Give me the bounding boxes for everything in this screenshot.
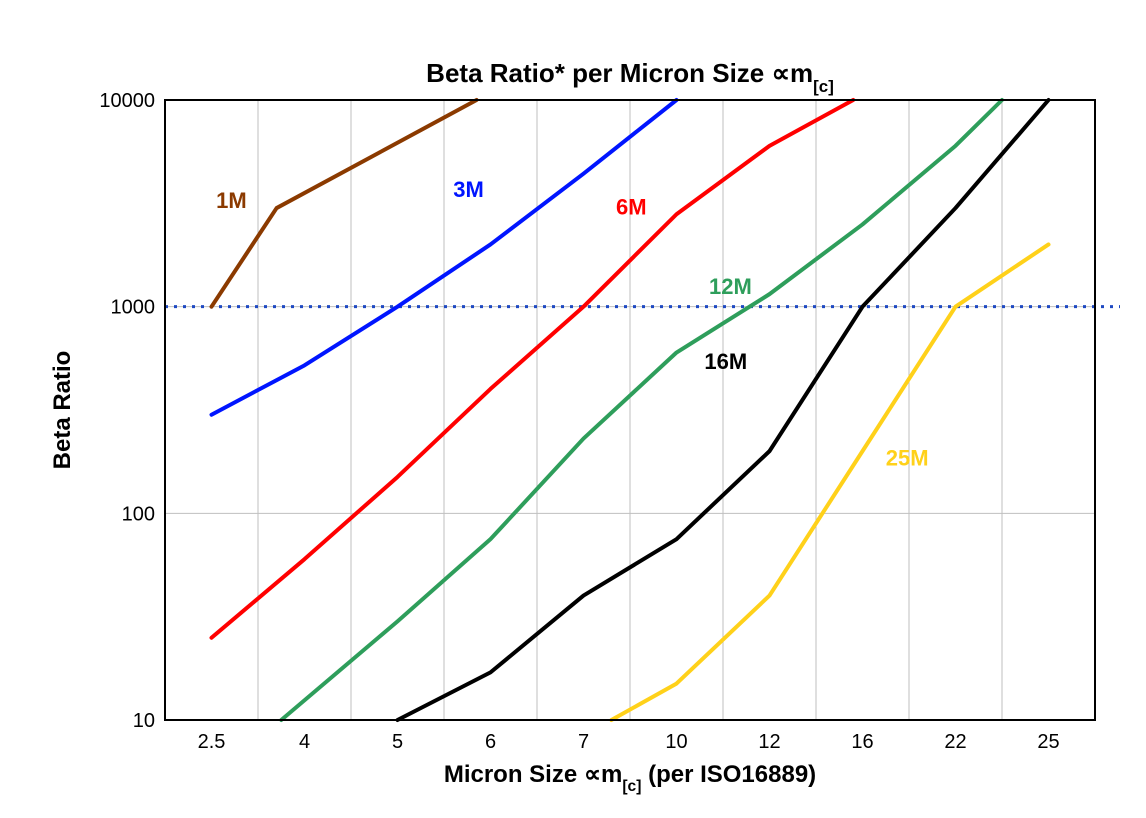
y-tick-label: 1000 — [111, 297, 156, 319]
chart-container: 1M 3M 6M 12M 16M 25M 2.5 4 5 6 7 10 12 16 22 25 10 100 100… — [0, 0, 1146, 818]
series-label: 12M — [709, 274, 752, 299]
chart-bg — [0, 0, 1146, 818]
chart-svg: 1M 3M 6M 12M 16M 25M 2.5 4 5 6 7 10 12 16 22 25 10 100 100… — [0, 0, 1146, 818]
x-tick-label: 7 — [578, 731, 589, 753]
x-tick-label: 16 — [851, 731, 873, 753]
x-tick-label: 6 — [485, 731, 496, 753]
y-axis-label: Beta Ratio — [49, 351, 76, 470]
series-label: 6M — [616, 194, 647, 219]
x-tick-label: 10 — [665, 731, 687, 753]
series-label: 1M — [216, 188, 247, 213]
x-tick-label: 5 — [392, 731, 403, 753]
series-label: 16M — [704, 349, 747, 374]
y-tick-label: 10000 — [99, 90, 155, 112]
x-tick-label: 12 — [758, 731, 780, 753]
series-label: 3M — [453, 177, 484, 202]
x-tick-label: 2.5 — [198, 731, 226, 753]
series-label: 25M — [886, 446, 929, 471]
y-tick-label: 10 — [133, 710, 155, 732]
x-tick-label: 22 — [944, 731, 966, 753]
x-tick-label: 25 — [1037, 731, 1059, 753]
y-tick-label: 100 — [122, 503, 155, 525]
x-tick-label: 4 — [299, 731, 310, 753]
